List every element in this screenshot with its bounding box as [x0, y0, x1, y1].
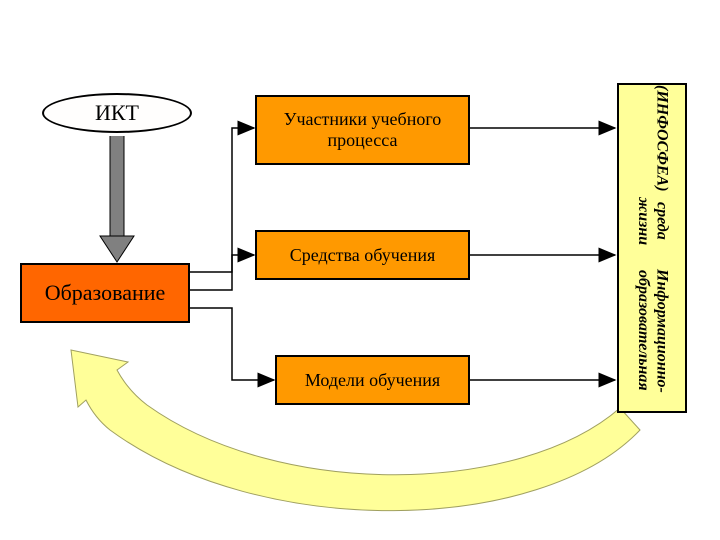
infosphere-line2: среда жизни — [634, 192, 671, 251]
node-education-label: Образование — [45, 280, 166, 305]
edge-edu-models — [190, 308, 274, 380]
infosphere-line3: (ИНФОСФЕА) — [634, 85, 671, 192]
node-participants: Участники учебного процесса — [255, 95, 470, 165]
node-ikt: ИКТ — [42, 93, 192, 133]
node-models: Модели обучения — [275, 355, 470, 405]
node-participants-label: Участники учебного процесса — [257, 109, 468, 150]
edge-edu-means — [190, 255, 254, 290]
node-means-label: Средства обучения — [290, 245, 436, 266]
node-ikt-label: ИКТ — [95, 100, 139, 125]
arrow-ikt-to-education — [100, 136, 134, 262]
edge-edu-participants — [190, 128, 254, 272]
node-models-label: Модели обучения — [305, 370, 440, 391]
infosphere-line1: Информационно-образовательная — [634, 251, 671, 411]
node-education: Образование — [20, 263, 190, 323]
node-means: Средства обучения — [255, 230, 470, 280]
node-infosphere: Информационно-образовательная среда жизн… — [617, 83, 687, 413]
